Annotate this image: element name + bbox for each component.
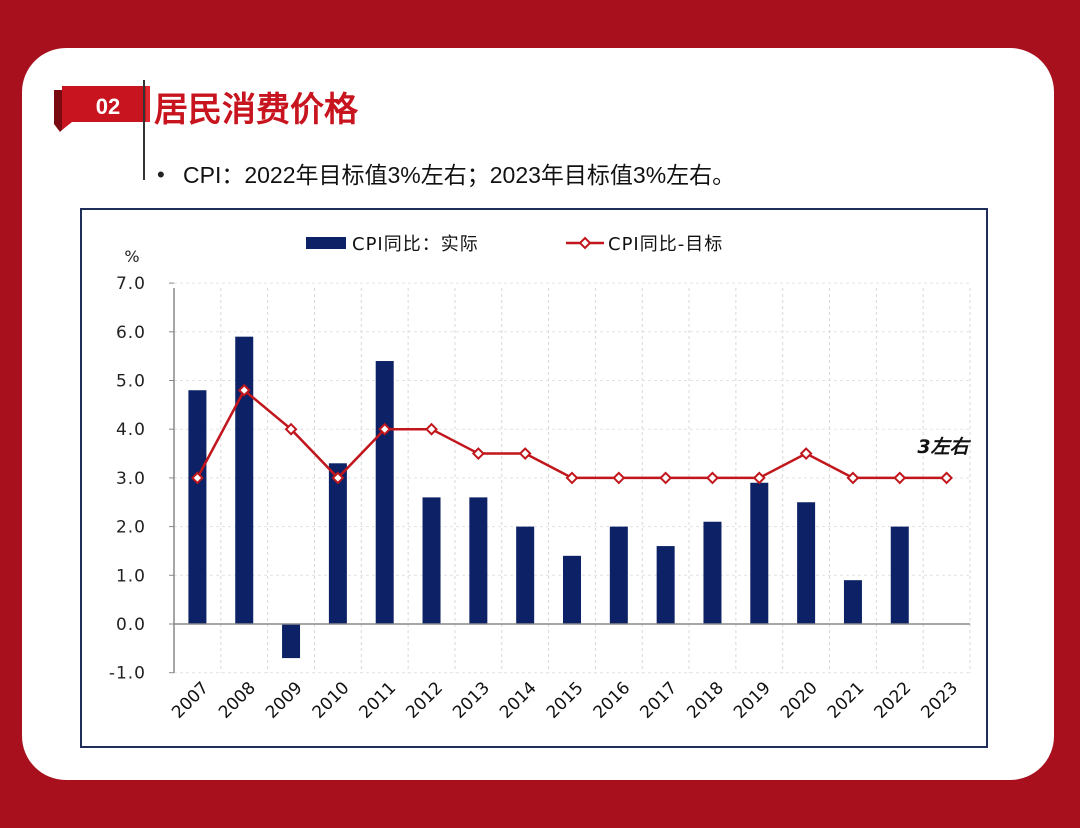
target-point-2012 xyxy=(425,422,438,436)
target-point-2013 xyxy=(471,447,485,460)
y-tick-label: 3.0 xyxy=(116,469,146,489)
y-tick-label: 0.0 xyxy=(116,615,146,635)
target-point-2007 xyxy=(190,471,204,485)
x-tick-label: 2009 xyxy=(262,678,307,723)
x-tick-label: 2018 xyxy=(683,678,728,723)
x-tick-label: 2007 xyxy=(168,678,213,723)
annotation-label: 3左右 xyxy=(917,436,971,458)
cpi-chart: 7.0 6.0 5.0 4.0 3.0 2.0 1.0 0.0 -1.0% 2007 2008 200… xyxy=(109,234,972,723)
target-point-2022 xyxy=(893,471,907,485)
target-point-2020 xyxy=(799,447,813,460)
bar-2021 xyxy=(843,580,862,624)
x-tick-label: 2021 xyxy=(824,678,869,723)
bar-2015 xyxy=(563,555,581,624)
bar-2009 xyxy=(282,624,301,659)
target-line xyxy=(196,388,947,480)
y-tick-label: 5.0 xyxy=(116,372,146,392)
target-point-2010 xyxy=(331,471,345,485)
subtitle-text: CPI：2022年目标值3%左右；2023年目标值3%左右。 xyxy=(183,162,736,188)
y-tick-label: 6.0 xyxy=(116,323,146,343)
bar-2016 xyxy=(609,526,628,624)
section-ribbon-icon xyxy=(54,86,150,132)
x-tick-label: 2008 xyxy=(215,678,260,723)
y-tick-label: 2.0 xyxy=(116,518,146,538)
x-tick-label: 2013 xyxy=(449,678,494,723)
bar-2012 xyxy=(422,497,441,624)
x-tick-label: 2011 xyxy=(356,678,401,723)
bar-2007 xyxy=(188,390,207,624)
page-title: 居民消费价格 xyxy=(154,91,358,129)
target-point-2019 xyxy=(752,471,766,485)
x-tick-label: 2019 xyxy=(730,678,775,723)
bar-2018 xyxy=(703,521,722,624)
y-tick-label: 4.0 xyxy=(116,420,146,440)
x-tick-label: 2016 xyxy=(590,678,635,723)
legend-swatch-marker xyxy=(578,236,592,250)
bar-2011 xyxy=(375,361,394,624)
target-point-2021 xyxy=(846,471,860,485)
target-point-2014 xyxy=(518,447,532,460)
bar-2019 xyxy=(750,482,769,624)
bar-2010 xyxy=(328,463,347,624)
target-point-2018 xyxy=(706,471,719,485)
x-tick-label: 2022 xyxy=(871,678,916,723)
legend-label-line: CPI同比-目标 xyxy=(608,234,723,255)
target-point-2009 xyxy=(284,422,298,436)
x-tick-label: 2020 xyxy=(777,678,822,723)
line-layer xyxy=(190,383,954,485)
bar-2020 xyxy=(797,502,816,624)
target-point-2023 xyxy=(940,471,954,485)
target-point-2015 xyxy=(565,471,579,485)
y-axis-unit-label: % xyxy=(124,247,139,266)
chart-frame: 7.0 6.0 5.0 4.0 3.0 2.0 1.0 0.0 -1.0% 2007 2008 200… xyxy=(80,208,988,748)
legend-swatch-bar xyxy=(306,237,346,249)
y-tick-label: 7.0 xyxy=(116,274,146,294)
legend: CPI同比：实际 CPI同比-目标 xyxy=(306,234,723,255)
bars-layer xyxy=(188,336,909,659)
bar-2022 xyxy=(890,526,909,624)
bar-2014 xyxy=(516,526,535,624)
target-point-2008 xyxy=(237,383,251,397)
x-tick-label: 2012 xyxy=(402,678,447,723)
x-tick-label: 2010 xyxy=(309,678,354,723)
x-tick-label: 2017 xyxy=(636,678,681,723)
y-tick-label: 1.0 xyxy=(116,566,146,586)
bar-2017 xyxy=(656,546,675,624)
x-tick-label: 2014 xyxy=(496,678,541,723)
target-point-2011 xyxy=(378,422,392,436)
bar-2008 xyxy=(235,336,254,624)
bullet-icon: • xyxy=(157,162,165,187)
bar-2013 xyxy=(469,497,488,624)
target-point-2017 xyxy=(659,471,673,485)
y-tick-label: -1.0 xyxy=(109,664,146,684)
target-point-2016 xyxy=(612,471,626,485)
section-number: 02 xyxy=(95,94,121,119)
x-tick-label: 2023 xyxy=(917,678,962,723)
legend-label-bar: CPI同比：实际 xyxy=(352,234,479,255)
x-tick-label: 2015 xyxy=(543,678,588,723)
header-divider xyxy=(143,80,145,180)
